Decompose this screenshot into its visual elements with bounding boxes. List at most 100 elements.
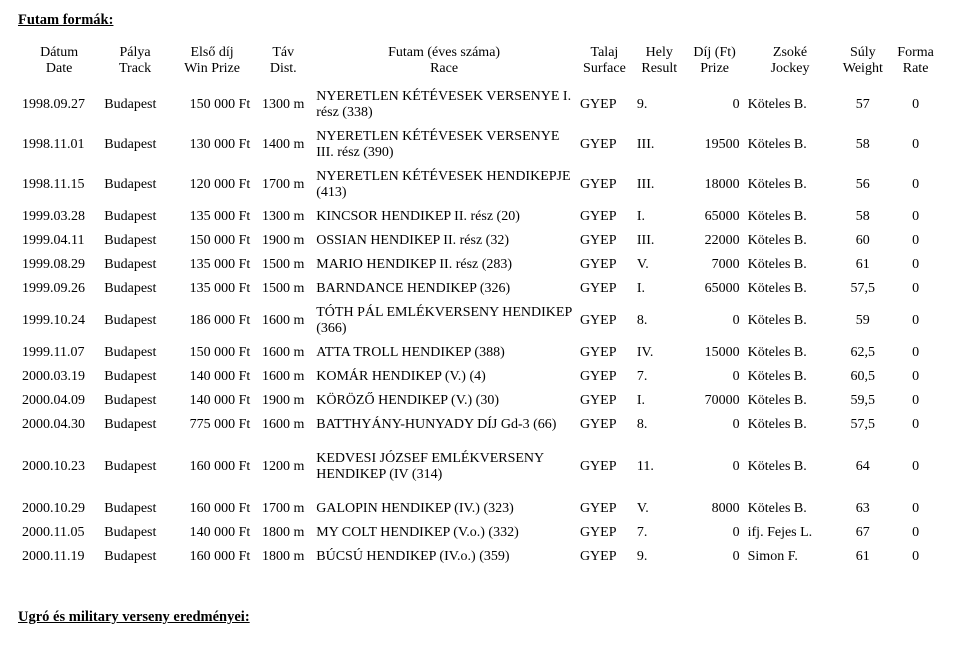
cell-date: 2000.10.29 <box>18 497 100 521</box>
cell-track: Budapest <box>100 165 170 205</box>
cell-date: 2000.04.30 <box>18 413 100 437</box>
cell-result: III. <box>633 165 686 205</box>
cell-date: 1999.03.28 <box>18 205 100 229</box>
cell-win-prize: 140 000 Ft <box>170 521 254 545</box>
hdr-dist-hu: Táv <box>254 41 312 61</box>
cell-weight: 58 <box>836 205 889 229</box>
cell-jockey: Köteles B. <box>744 497 837 521</box>
cell-win-prize: 775 000 Ft <box>170 413 254 437</box>
cell-prize: 65000 <box>686 277 744 301</box>
hdr-track-en: Track <box>100 61 170 85</box>
cell-weight: 57,5 <box>836 277 889 301</box>
cell-win-prize: 150 000 Ft <box>170 341 254 365</box>
cell-dist: 1700 m <box>254 497 312 521</box>
cell-race: NYERETLEN KÉTÉVESEK VERSENYE III. rész (… <box>312 125 576 165</box>
cell-date: 1999.09.26 <box>18 277 100 301</box>
cell-race: BATTHYÁNY-HUNYADY DÍJ Gd-3 (66) <box>312 413 576 437</box>
cell-weight: 59,5 <box>836 389 889 413</box>
hdr-surf-en: Surface <box>576 61 633 85</box>
cell-dist: 1800 m <box>254 521 312 545</box>
cell-jockey: Köteles B. <box>744 301 837 341</box>
cell-dist: 1500 m <box>254 277 312 301</box>
hdr-date-en: Date <box>18 61 100 85</box>
cell-jockey: Köteles B. <box>744 447 837 487</box>
cell-prize: 19500 <box>686 125 744 165</box>
cell-prize: 7000 <box>686 253 744 277</box>
table-body: 1998.09.27Budapest150 000 Ft1300 mNYERET… <box>18 85 942 569</box>
hdr-surf-hu: Talaj <box>576 41 633 61</box>
cell-weight: 56 <box>836 165 889 205</box>
cell-win-prize: 140 000 Ft <box>170 365 254 389</box>
table-row: 1999.11.07Budapest150 000 Ft1600 mATTA T… <box>18 341 942 365</box>
table-row: 1998.11.01Budapest130 000 Ft1400 mNYERET… <box>18 125 942 165</box>
cell-rate: 0 <box>889 521 942 545</box>
cell-date: 1998.09.27 <box>18 85 100 125</box>
cell-jockey: Köteles B. <box>744 389 837 413</box>
cell-result: 7. <box>633 365 686 389</box>
table-row: 1998.11.15Budapest120 000 Ft1700 mNYERET… <box>18 165 942 205</box>
cell-jockey: Köteles B. <box>744 165 837 205</box>
cell-date: 2000.11.05 <box>18 521 100 545</box>
cell-win-prize: 160 000 Ft <box>170 447 254 487</box>
cell-prize: 15000 <box>686 341 744 365</box>
table-row: 2000.04.30Budapest775 000 Ft1600 mBATTHY… <box>18 413 942 437</box>
cell-dist: 1900 m <box>254 389 312 413</box>
hdr-rate-en: Rate <box>889 61 942 85</box>
hdr-dprize-hu: Díj (Ft) <box>686 41 744 61</box>
cell-win-prize: 150 000 Ft <box>170 229 254 253</box>
cell-weight: 59 <box>836 301 889 341</box>
cell-track: Budapest <box>100 447 170 487</box>
cell-surface: GYEP <box>576 229 633 253</box>
cell-dist: 1500 m <box>254 253 312 277</box>
cell-prize: 18000 <box>686 165 744 205</box>
table-row: 1999.09.26Budapest135 000 Ft1500 mBARNDA… <box>18 277 942 301</box>
cell-race: ATTA TROLL HENDIKEP (388) <box>312 341 576 365</box>
hdr-result-en: Result <box>633 61 686 85</box>
table-row: 2000.04.09Budapest140 000 Ft1900 mKÖRÖZŐ… <box>18 389 942 413</box>
cell-rate: 0 <box>889 229 942 253</box>
cell-win-prize: 150 000 Ft <box>170 85 254 125</box>
cell-win-prize: 135 000 Ft <box>170 205 254 229</box>
cell-rate: 0 <box>889 365 942 389</box>
cell-track: Budapest <box>100 125 170 165</box>
cell-result: IV. <box>633 341 686 365</box>
cell-jockey: Köteles B. <box>744 365 837 389</box>
cell-race: MY COLT HENDIKEP (V.o.) (332) <box>312 521 576 545</box>
table-row: 1999.10.24Budapest186 000 Ft1600 mTÓTH P… <box>18 301 942 341</box>
cell-rate: 0 <box>889 447 942 487</box>
cell-race: BÚCSÚ HENDIKEP (IV.o.) (359) <box>312 545 576 569</box>
cell-race: KEDVESI JÓZSEF EMLÉKVERSENY HENDIKEP (IV… <box>312 447 576 487</box>
cell-surface: GYEP <box>576 365 633 389</box>
cell-track: Budapest <box>100 229 170 253</box>
cell-weight: 60,5 <box>836 365 889 389</box>
cell-track: Budapest <box>100 413 170 437</box>
hdr-track-hu: Pálya <box>100 41 170 61</box>
cell-rate: 0 <box>889 253 942 277</box>
table-row: 2000.03.19Budapest140 000 Ft1600 mKOMÁR … <box>18 365 942 389</box>
cell-date: 2000.10.23 <box>18 447 100 487</box>
cell-track: Budapest <box>100 521 170 545</box>
cell-win-prize: 160 000 Ft <box>170 497 254 521</box>
cell-prize: 0 <box>686 365 744 389</box>
cell-jockey: Köteles B. <box>744 341 837 365</box>
cell-date: 1998.11.01 <box>18 125 100 165</box>
cell-dist: 1800 m <box>254 545 312 569</box>
cell-race: BARNDANCE HENDIKEP (326) <box>312 277 576 301</box>
cell-dist: 1300 m <box>254 85 312 125</box>
cell-rate: 0 <box>889 389 942 413</box>
cell-surface: GYEP <box>576 205 633 229</box>
cell-weight: 63 <box>836 497 889 521</box>
table-row: 1998.09.27Budapest150 000 Ft1300 mNYERET… <box>18 85 942 125</box>
cell-prize: 70000 <box>686 389 744 413</box>
cell-surface: GYEP <box>576 389 633 413</box>
cell-rate: 0 <box>889 277 942 301</box>
cell-surface: GYEP <box>576 301 633 341</box>
cell-date: 1999.10.24 <box>18 301 100 341</box>
cell-win-prize: 160 000 Ft <box>170 545 254 569</box>
cell-weight: 62,5 <box>836 341 889 365</box>
cell-dist: 1900 m <box>254 229 312 253</box>
cell-result: I. <box>633 389 686 413</box>
cell-date: 1999.11.07 <box>18 341 100 365</box>
cell-date: 2000.11.19 <box>18 545 100 569</box>
table-row: 1999.08.29Budapest135 000 Ft1500 mMARIO … <box>18 253 942 277</box>
